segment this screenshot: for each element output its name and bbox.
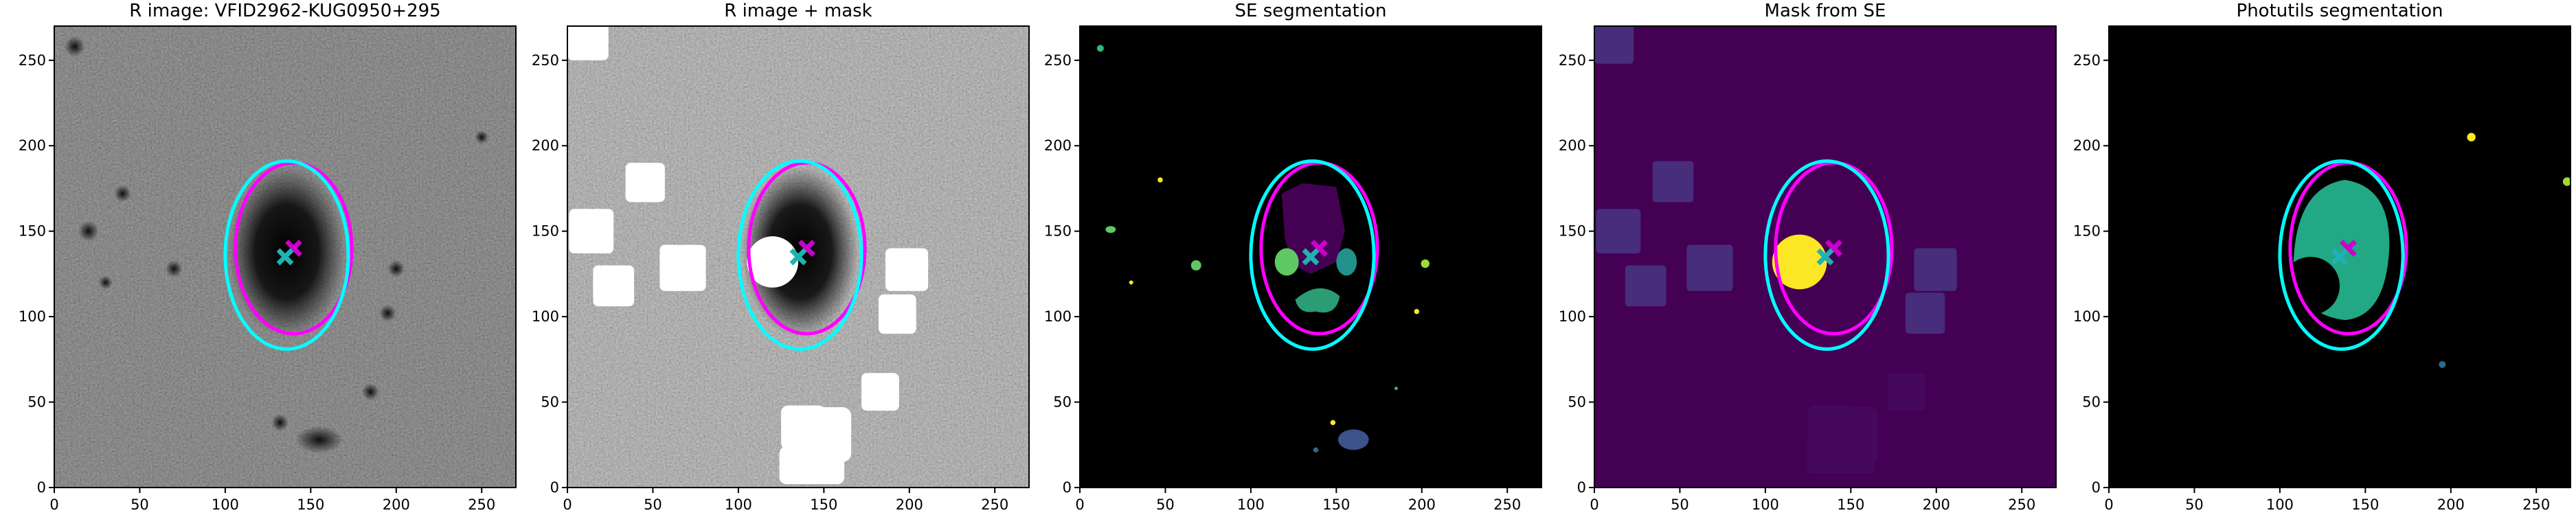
y-tick-label: 250 [2073,52,2101,69]
image-panel [567,26,1029,488]
y-tick-label: 100 [19,308,46,325]
axes-frame [1594,25,2057,488]
y-tick-label: 100 [532,308,559,325]
x-tick-label: 250 [468,496,495,513]
panel-title: R image + mask [724,1,872,21]
y-tick-label: 50 [27,394,46,411]
panel-title: Photutils segmentation [2237,1,2443,21]
y-tick-label: 0 [2092,479,2101,496]
x-tick-label: 250 [2522,496,2550,513]
ellipse [1251,161,1374,350]
x-tick-label: 200 [383,496,410,513]
panel-title: R image: VFID2962-KUG0950+295 [129,1,440,21]
y-tick-label: 0 [1577,479,1586,496]
y-tick-label: 100 [1044,308,1072,325]
center-marker [789,248,807,266]
x-tick-label: 50 [1671,496,1689,513]
y-tick-label: 0 [37,479,46,496]
x-tick-label: 50 [131,496,149,513]
y-tick-label: 0 [1063,479,1072,496]
center-marker [1302,248,1320,266]
ellipse [2280,161,2403,350]
axes-frame [567,25,1030,488]
y-tick-label: 100 [1559,308,1586,325]
x-tick-label: 0 [1075,496,1084,513]
x-tick-label: 50 [1156,496,1175,513]
x-tick-label: 0 [49,496,58,513]
x-tick-label: 200 [1923,496,1950,513]
y-tick-label: 50 [1053,394,1072,411]
panel-title: Mask from SE [1765,1,1886,21]
axes-frame [2108,25,2571,488]
y-tick-label: 150 [1044,223,1072,240]
y-tick-label: 50 [541,394,559,411]
ellipse [1765,161,1888,350]
y-tick-label: 250 [19,52,46,69]
x-tick-label: 150 [810,496,837,513]
x-tick-label: 0 [563,496,572,513]
y-tick-label: 50 [2082,394,2101,411]
x-tick-label: 100 [1237,496,1265,513]
y-tick-label: 200 [532,137,559,154]
x-tick-label: 150 [297,496,324,513]
x-tick-label: 100 [212,496,239,513]
y-tick-label: 200 [1559,137,1586,154]
x-tick-label: 200 [896,496,923,513]
y-tick-label: 250 [1559,52,1586,69]
ellipse [738,161,861,350]
axes-frame [1079,25,1542,488]
image-panel [2109,26,2571,488]
y-tick-label: 150 [1559,223,1586,240]
y-tick-label: 50 [1568,394,1586,411]
x-tick-label: 100 [2266,496,2294,513]
center-marker [276,248,294,266]
x-tick-label: 0 [1590,496,1598,513]
x-tick-label: 150 [1837,496,1864,513]
center-marker [1816,248,1834,266]
x-tick-label: 100 [1752,496,1779,513]
axes-frame [54,25,517,488]
panel-title: SE segmentation [1235,1,1387,21]
y-tick-label: 250 [1044,52,1072,69]
y-tick-label: 0 [550,479,559,496]
y-tick-label: 150 [532,223,559,240]
x-tick-label: 250 [981,496,1008,513]
y-tick-label: 150 [19,223,46,240]
y-tick-label: 200 [1044,137,1072,154]
y-tick-label: 150 [2073,223,2101,240]
y-tick-label: 200 [2073,137,2101,154]
center-marker [2331,248,2349,266]
x-tick-label: 100 [725,496,752,513]
x-tick-label: 200 [1408,496,1436,513]
x-tick-label: 250 [2008,496,2035,513]
ellipse [225,161,348,350]
x-tick-label: 200 [2437,496,2465,513]
x-tick-label: 150 [2351,496,2379,513]
x-tick-label: 150 [1322,496,1350,513]
y-tick-label: 100 [2073,308,2101,325]
x-tick-label: 50 [2185,496,2204,513]
y-tick-label: 250 [532,52,559,69]
y-tick-label: 200 [19,137,46,154]
x-tick-label: 250 [1493,496,1521,513]
x-tick-label: 0 [2104,496,2113,513]
x-tick-label: 50 [644,496,662,513]
